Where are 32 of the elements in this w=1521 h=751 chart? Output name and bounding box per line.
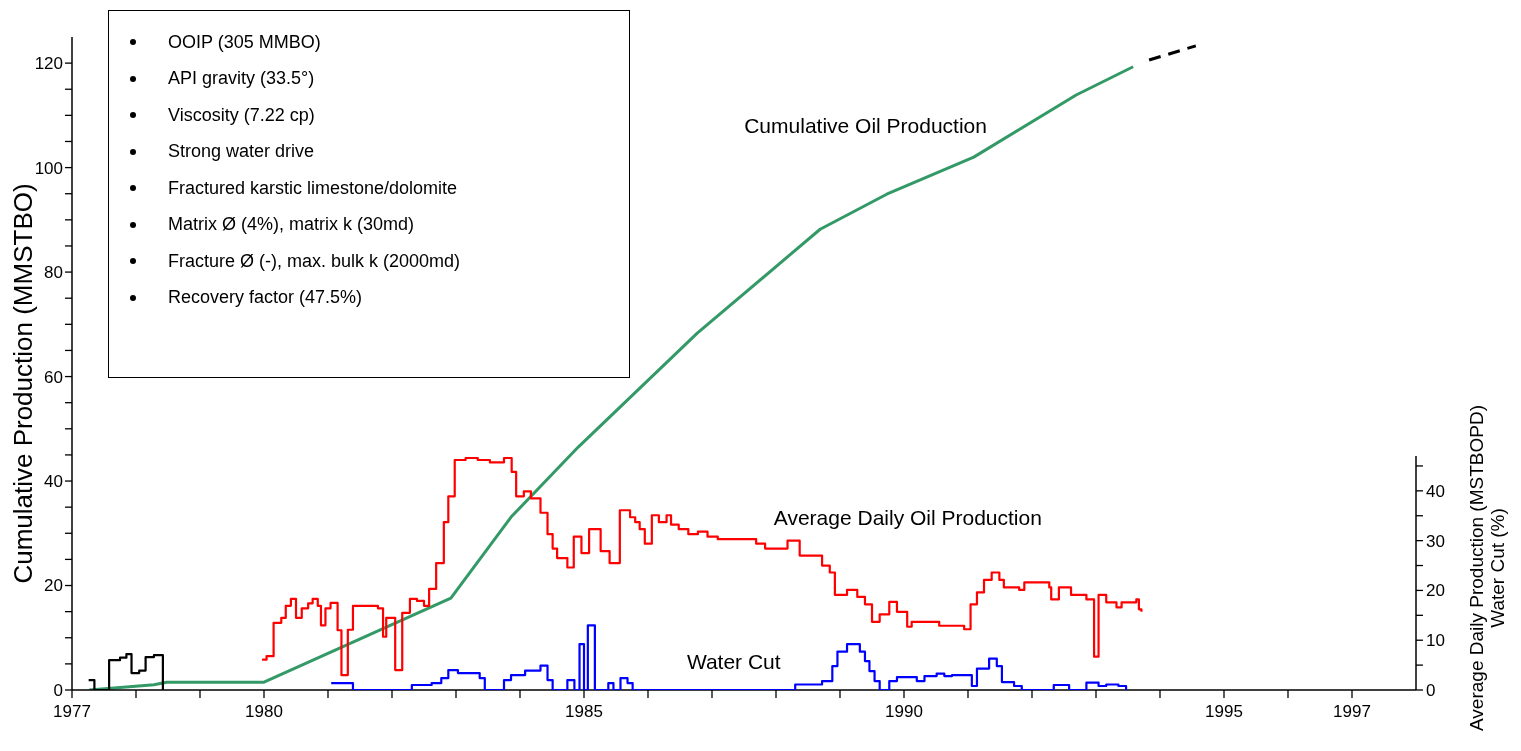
y2-tick-label: 30 bbox=[1426, 531, 1445, 551]
y2-tick-label: 40 bbox=[1426, 481, 1445, 501]
y-axis-title: Cumulative Production (MMSTBO) bbox=[8, 183, 38, 584]
y-tick-label: 120 bbox=[34, 54, 63, 74]
annotation: Viscosity (7.22 cp) bbox=[168, 104, 315, 126]
annotation: OOIP (305 MMBO) bbox=[168, 31, 321, 53]
x-tick-label: 1990 bbox=[885, 702, 923, 721]
series-label: Cumulative Oil Production bbox=[744, 114, 987, 138]
annotation: Recovery factor (47.5%) bbox=[168, 287, 363, 309]
annotation: API gravity (33.5°) bbox=[168, 68, 315, 90]
line-series bbox=[87, 65, 1135, 690]
annotation: Matrix Ø (4%), matrix k (30md) bbox=[168, 214, 415, 236]
y-tick-label: 40 bbox=[44, 471, 63, 491]
y2-tick-label: 0 bbox=[1426, 680, 1436, 700]
annotation: Strong water drive bbox=[168, 141, 315, 163]
series-label: Average Daily Oil Production bbox=[773, 506, 1042, 530]
x-tick-label: 1985 bbox=[565, 702, 603, 721]
y-tick-label: 20 bbox=[44, 576, 63, 596]
y-tick-label: 60 bbox=[44, 367, 63, 387]
x-tick-label: 1980 bbox=[245, 702, 283, 721]
y-tick-label: 0 bbox=[53, 680, 63, 700]
x-tick-label: 1977 bbox=[53, 702, 91, 721]
annotation: Fracture Ø (-), max. bulk k (2000md) bbox=[168, 250, 461, 272]
y2-tick-label: 20 bbox=[1426, 581, 1445, 601]
x-tick-label: 1997 bbox=[1333, 702, 1371, 721]
y2-axis-title: Average Daily Production (MSTBOPD) Water Cut (%) bbox=[1466, 405, 1509, 731]
y-tick-label: 100 bbox=[34, 158, 63, 178]
x-tick-label: 1995 bbox=[1205, 702, 1243, 721]
annotation: Fractured karstic limestone/dolomite bbox=[168, 177, 458, 199]
y2-tick-label: 10 bbox=[1426, 631, 1445, 651]
y-tick-label: 80 bbox=[44, 263, 63, 283]
series-label: Water Cut bbox=[686, 650, 781, 674]
